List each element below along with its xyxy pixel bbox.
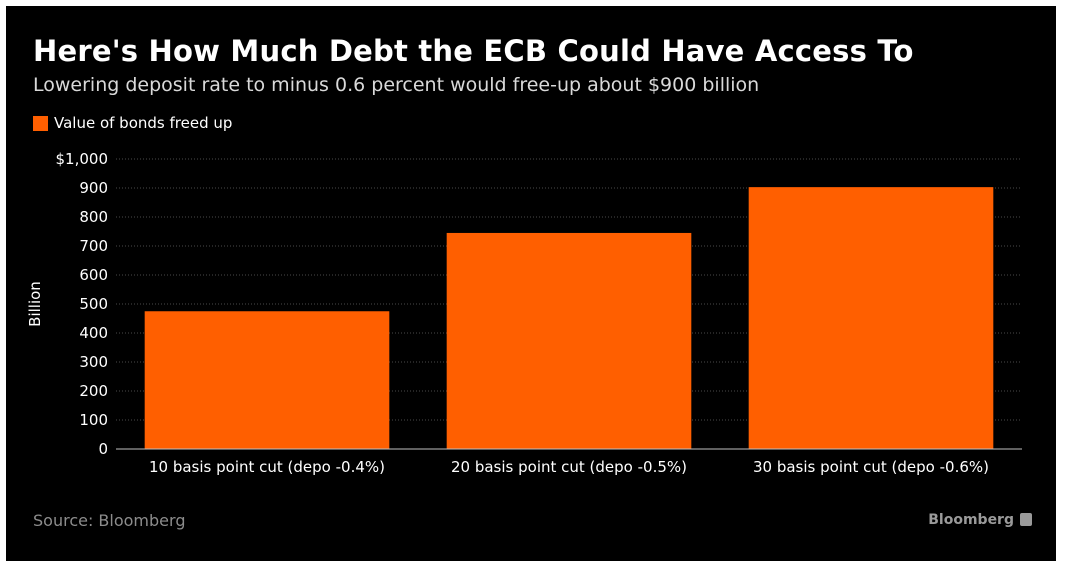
legend-label: Value of bonds freed up [54,114,233,132]
bloomberg-logo-icon [1020,513,1032,526]
y-tick-label: $1,000 [56,150,109,168]
bar [748,187,994,449]
axes: 0 100 200 300 400 500 600 700 800 900 $1,000 Billio… [26,150,1022,476]
source-note: Source: Bloomberg [33,511,186,530]
chart-panel: Here's How Much Debt the ECB Could Have … [6,6,1056,561]
legend-swatch [33,116,48,131]
x-tick-label: 20 basis point cut (depo -0.5%) [451,458,687,476]
y-tick-label: 500 [79,295,108,313]
brand-name: Bloomberg [928,512,1014,528]
y-tick-label: 400 [79,324,108,342]
chart-title: Here's How Much Debt the ECB Could Have … [33,34,914,68]
y-tick-label: 200 [79,382,108,400]
bar [446,232,692,449]
bar-chart: 0 100 200 300 400 500 600 700 800 900 $1,000 Billio… [26,150,1022,476]
x-tick-label: 10 basis point cut (depo -0.4%) [149,458,385,476]
y-tick-label: 900 [79,179,108,197]
bars [144,187,994,449]
y-tick-label: 600 [79,266,108,284]
y-axis-label: Billion [26,281,44,327]
bar [144,311,390,449]
x-tick-label: 30 basis point cut (depo -0.6%) [753,458,989,476]
y-tick-label: 800 [79,208,108,226]
y-tick-label: 0 [98,440,108,458]
chart-subtitle: Lowering deposit rate to minus 0.6 perce… [33,74,760,96]
y-tick-label: 700 [79,237,108,255]
y-tick-label: 100 [79,411,108,429]
y-tick-label: 300 [79,353,108,371]
